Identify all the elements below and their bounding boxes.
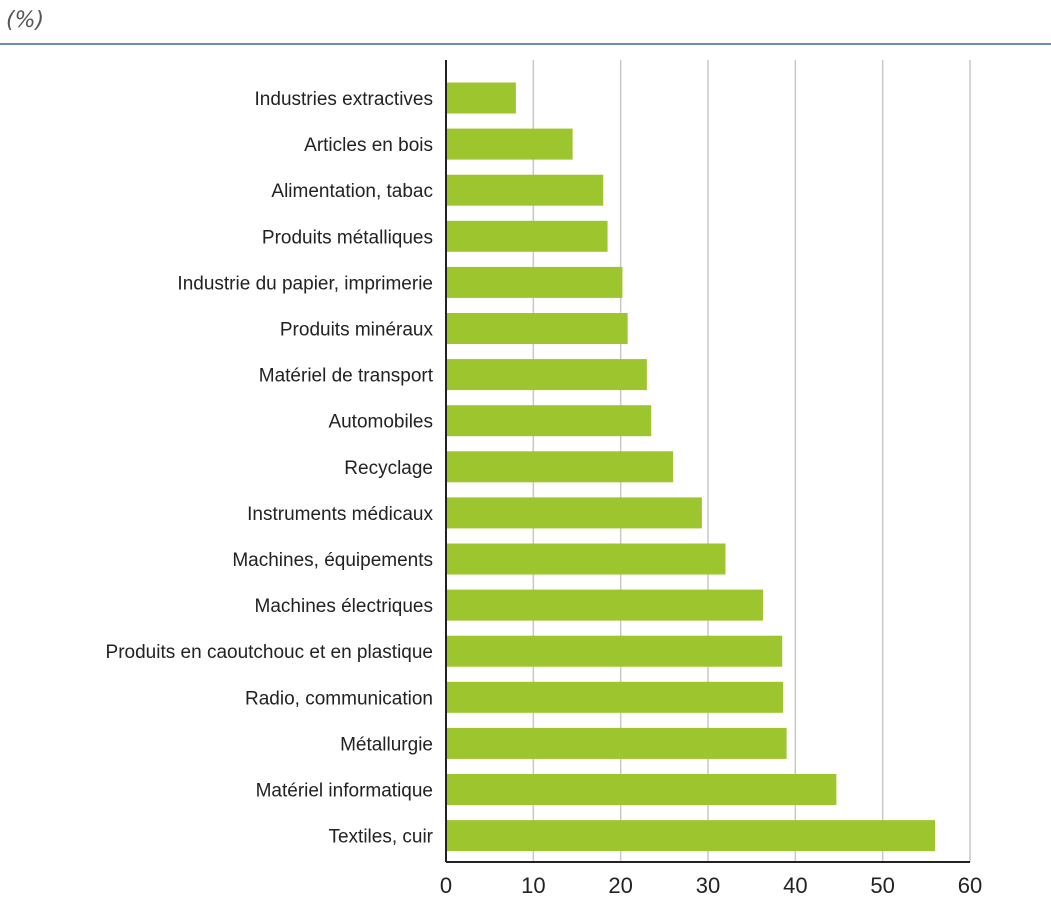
x-tick-label-20: 20 bbox=[608, 873, 632, 898]
unit-label: (%) bbox=[6, 8, 45, 33]
bar-10 bbox=[447, 543, 726, 575]
bar-9 bbox=[447, 497, 702, 529]
category-labels: Industries extractives Articles en bois Al… bbox=[106, 89, 434, 848]
x-tick-label-30: 30 bbox=[696, 873, 720, 898]
x-tick-label-60: 60 bbox=[958, 873, 982, 898]
x-tick-label-0: 0 bbox=[440, 873, 452, 898]
category-label-10: Machines, équipements bbox=[232, 550, 433, 571]
x-tick-label-50: 50 bbox=[870, 873, 894, 898]
bar-14 bbox=[447, 727, 787, 759]
category-label-1: Articles en bois bbox=[304, 135, 433, 156]
bar-1 bbox=[447, 128, 573, 160]
category-label-12: Produits en caoutchouc et en plastique bbox=[106, 642, 433, 663]
category-label-9: Instruments médicaux bbox=[247, 504, 433, 525]
bar-7 bbox=[447, 405, 652, 437]
bar-6 bbox=[447, 359, 647, 391]
category-label-6: Matériel de transport bbox=[259, 366, 434, 387]
bar-3 bbox=[447, 220, 608, 252]
bar-4 bbox=[447, 266, 623, 298]
x-tick-labels: 0 10 20 30 40 50 60 bbox=[440, 873, 982, 898]
axes bbox=[445, 60, 970, 863]
bars bbox=[447, 82, 936, 852]
bar-13 bbox=[447, 681, 784, 713]
bar-11 bbox=[447, 589, 764, 621]
category-label-11: Machines électriques bbox=[255, 596, 433, 617]
header-divider bbox=[0, 43, 1051, 45]
category-label-3: Produits métalliques bbox=[262, 227, 433, 248]
bar-8 bbox=[447, 451, 674, 483]
category-label-13: Radio, communication bbox=[245, 688, 433, 709]
bar-15 bbox=[447, 774, 837, 805]
bar-0 bbox=[447, 82, 516, 114]
category-label-4: Industrie du papier, imprimerie bbox=[177, 273, 433, 294]
category-label-15: Matériel informatique bbox=[256, 781, 433, 802]
category-label-0: Industries extractives bbox=[255, 89, 433, 110]
bar-2 bbox=[447, 174, 604, 206]
category-label-14: Métallurgie bbox=[340, 734, 433, 755]
category-label-2: Alimentation, tabac bbox=[271, 181, 433, 202]
x-tick-label-40: 40 bbox=[783, 873, 807, 898]
category-label-5: Produits minéraux bbox=[280, 320, 434, 341]
bar-5 bbox=[447, 313, 628, 344]
category-label-16: Textiles, cuir bbox=[328, 827, 433, 848]
category-label-7: Automobiles bbox=[328, 412, 433, 433]
bar-12 bbox=[447, 635, 783, 667]
bar-16 bbox=[447, 820, 936, 852]
category-label-8: Recyclage bbox=[344, 458, 433, 479]
x-tick-label-10: 10 bbox=[521, 873, 545, 898]
